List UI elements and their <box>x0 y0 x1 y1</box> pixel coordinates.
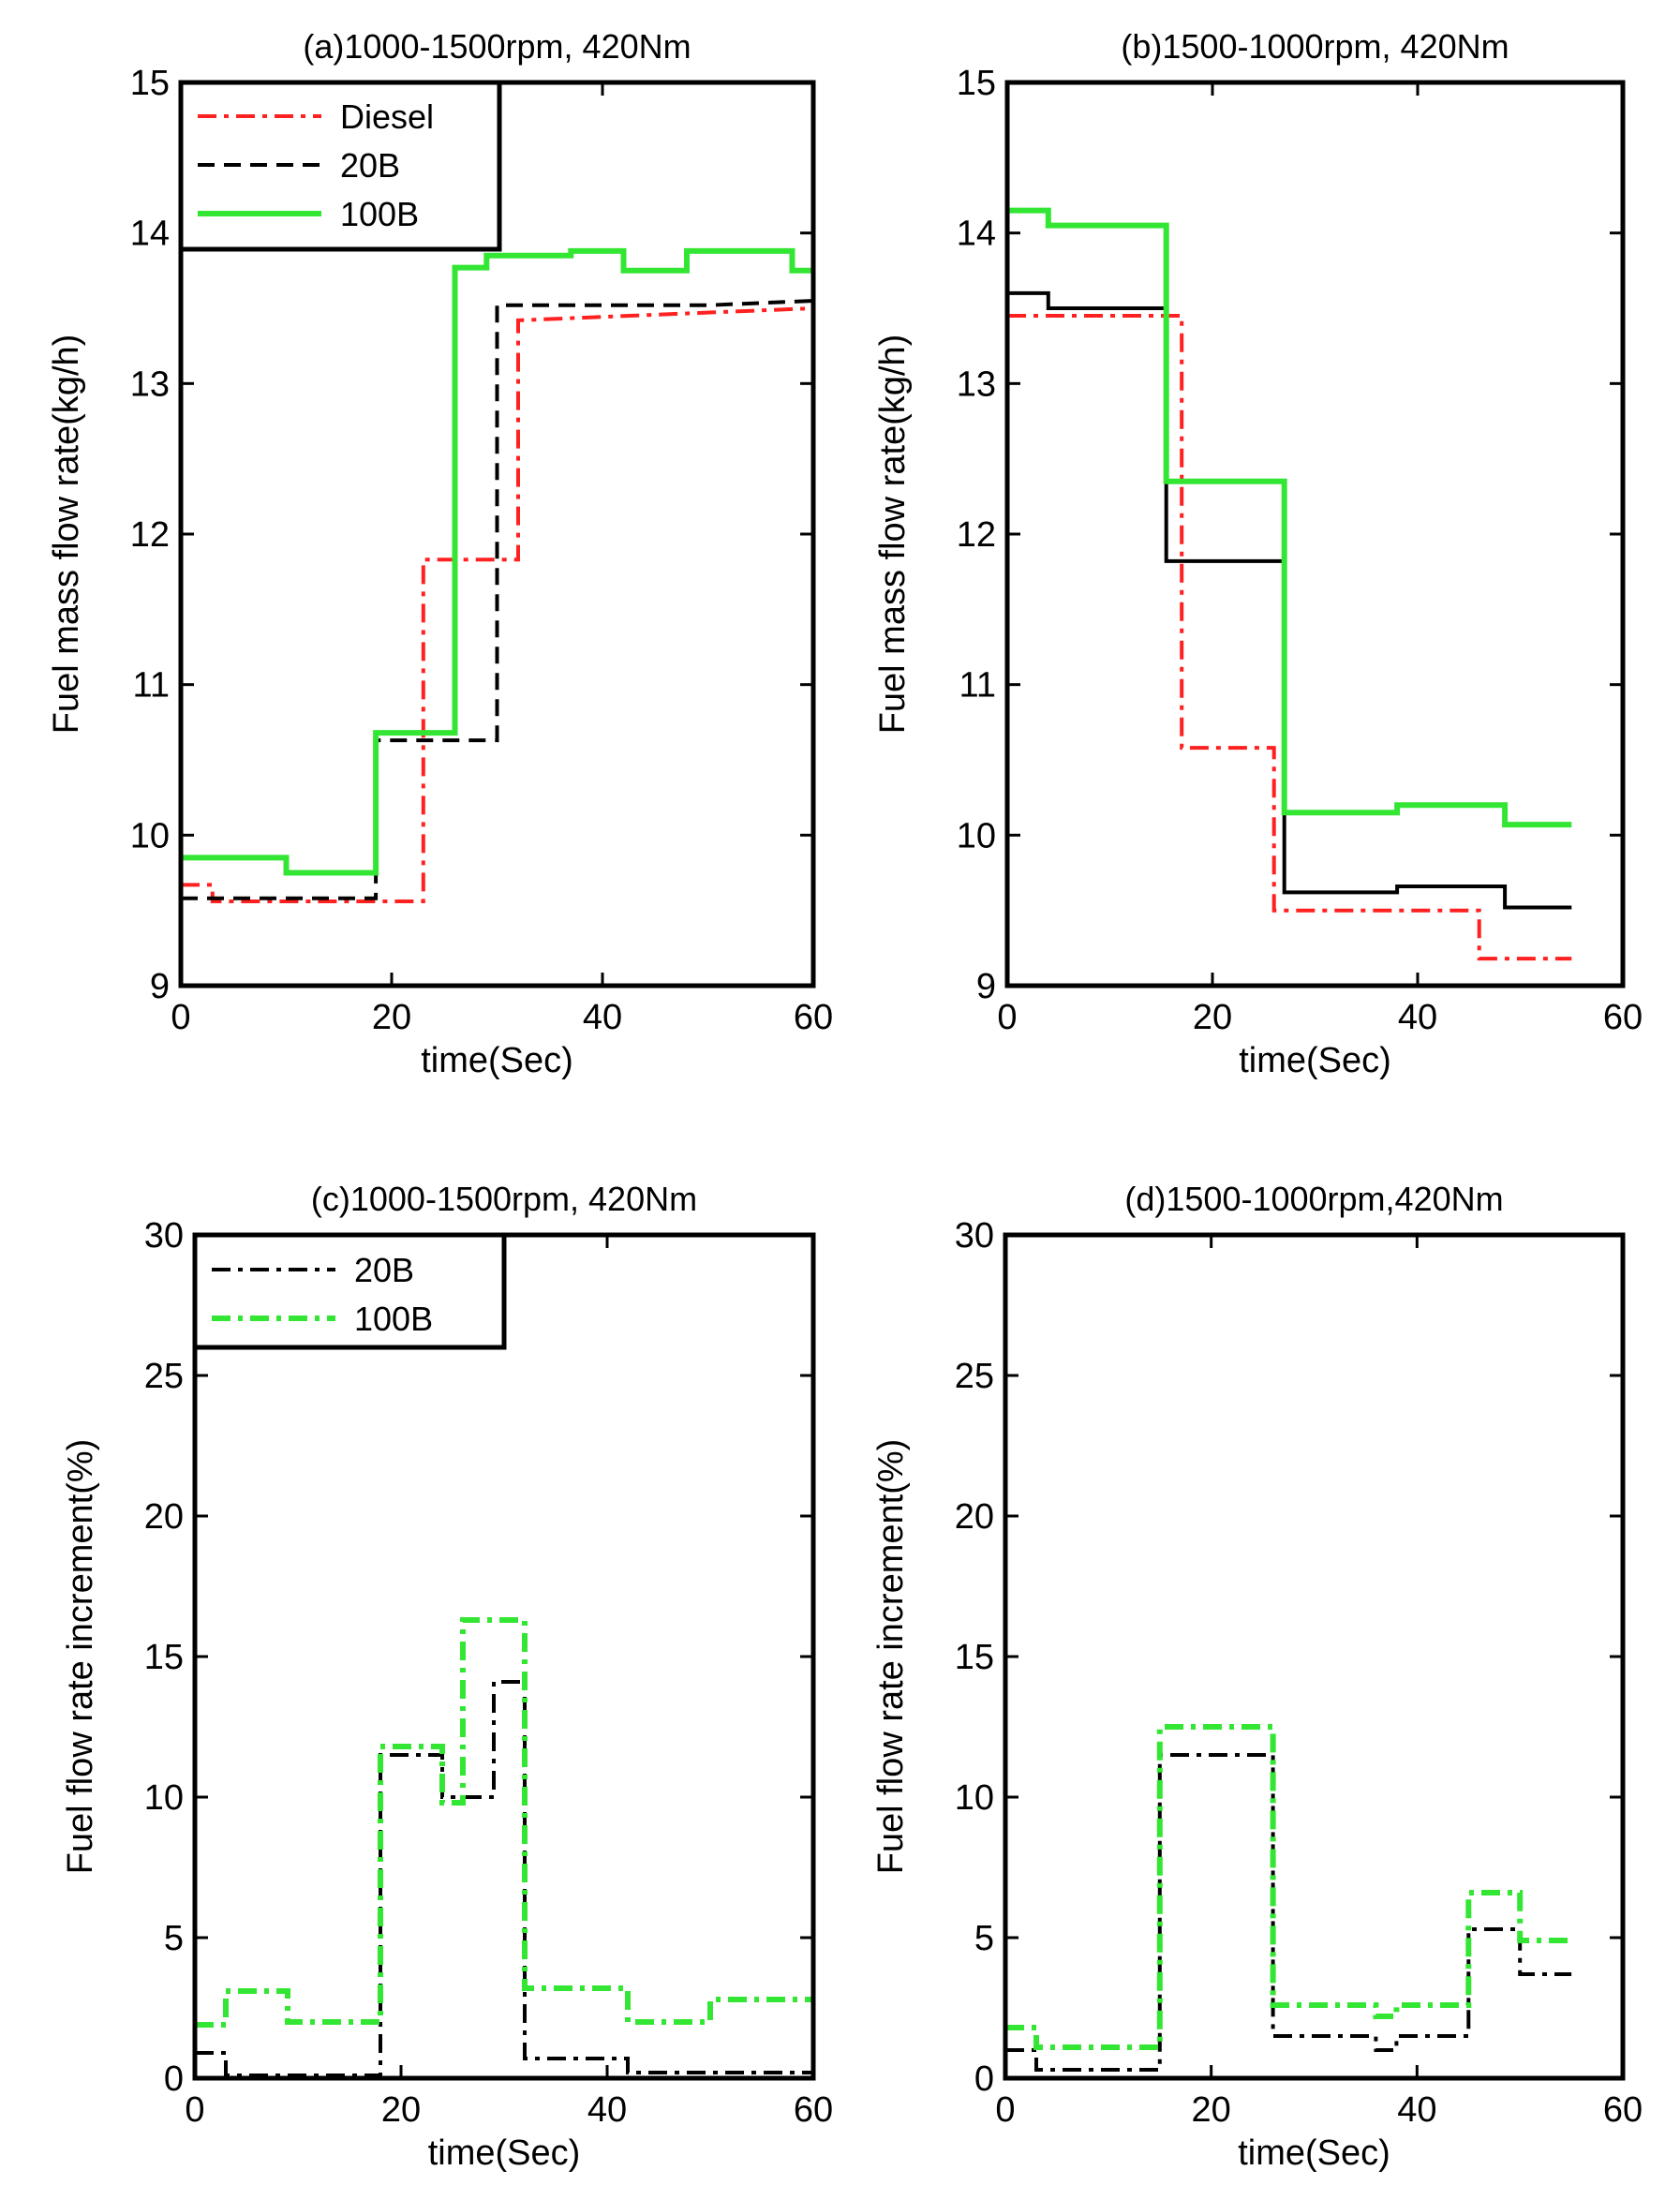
x-axis-label-b: time(Sec) <box>1239 1041 1391 1080</box>
chart-title-b: (b)1500-1000rpm, 420Nm <box>1121 27 1509 66</box>
y-tick-label: 5 <box>974 1919 994 1958</box>
y-tick-label: 0 <box>164 2059 184 2099</box>
y-tick-label: 12 <box>130 515 170 555</box>
axes-frame-b <box>1004 80 1626 989</box>
x-tick-label: 40 <box>1398 998 1437 1037</box>
y-tick-label: 11 <box>133 666 170 706</box>
legend-a: Diesel 20B 100B <box>178 80 502 252</box>
series-line-c-100b <box>195 1617 813 2028</box>
y-axis-label-a: Fuel mass flow rate(kg/h) <box>47 334 86 735</box>
panel-b: (b)1500-1000rpm, 420Nm 0 20 40 60 9 10 11 12 13 14… <box>873 27 1643 1080</box>
chart-title-c: (c)1000-1500rpm, 420Nm <box>311 1180 697 1218</box>
x-tick-label: 40 <box>1397 2090 1436 2130</box>
y-tick-label: 15 <box>130 64 170 103</box>
legend-label-diesel: Diesel <box>340 97 434 136</box>
x-tick-label: 60 <box>794 2090 833 2130</box>
series-line-a-20b <box>181 299 813 900</box>
y-tick-label: 13 <box>130 364 170 404</box>
axes-frame-d <box>1003 1232 1626 2081</box>
y-tick-label: 14 <box>130 215 170 254</box>
legend-label-100b: 100B <box>354 1300 433 1338</box>
x-tick-label: 20 <box>1192 2090 1231 2130</box>
y-tick-label: 20 <box>955 1497 994 1537</box>
y-tick-label: 13 <box>957 364 996 404</box>
x-tick-label: 60 <box>794 998 833 1037</box>
series-line-b-diesel <box>1007 314 1572 961</box>
legend-box <box>192 1232 507 1350</box>
y-tick-label: 10 <box>957 816 996 855</box>
panel-a: (a)1000-1500rpm, 420Nm 0 20 40 60 9 10 11 12 13 14… <box>47 27 833 1080</box>
x-axis-label-c: time(Sec) <box>428 2133 581 2173</box>
y-axis-label-d: Fuel flow rate increment(%) <box>871 1439 911 1875</box>
series-line-d-100b <box>1005 1724 1572 2050</box>
legend-label-20b: 20B <box>340 146 400 185</box>
x-tick-label: 0 <box>185 2090 204 2130</box>
y-tick-label: 10 <box>955 1778 994 1818</box>
legend-label-100b: 100B <box>340 195 419 233</box>
axes-frame-c <box>192 1232 816 2081</box>
y-tick-label: 25 <box>955 1357 994 1396</box>
legend-c: 20B 100B <box>192 1232 507 1350</box>
y-tick-label: 12 <box>957 515 996 555</box>
y-tick-label: 20 <box>144 1497 184 1537</box>
y-tick-label: 14 <box>957 215 996 254</box>
x-tick-label: 40 <box>583 998 622 1037</box>
panel-c: (c)1000-1500rpm, 420Nm 0 20 40 60 0 5 10 15 20 25 3… <box>61 1180 833 2173</box>
x-tick-label: 60 <box>1603 2090 1643 2130</box>
legend-label-20b: 20B <box>354 1251 414 1289</box>
y-axis-label-b: Fuel mass flow rate(kg/h) <box>873 334 913 735</box>
y-tick-label: 10 <box>144 1778 184 1818</box>
x-tick-label: 20 <box>372 998 411 1037</box>
y-tick-label: 0 <box>974 2059 994 2099</box>
y-tick-label: 15 <box>955 1638 994 1677</box>
y-tick-label: 9 <box>150 967 170 1006</box>
x-tick-label: 40 <box>587 2090 627 2130</box>
y-tick-label: 15 <box>957 64 996 103</box>
y-tick-label: 5 <box>164 1919 184 1958</box>
panel-d: (d)1500-1000rpm,420Nm 0 20 40 60 0 5 10 15 20 25 30… <box>871 1180 1643 2173</box>
chart-title-d: (d)1500-1000rpm,420Nm <box>1124 1180 1503 1218</box>
y-tick-label: 30 <box>144 1216 184 1256</box>
y-tick-label: 25 <box>144 1357 184 1396</box>
y-tick-label: 11 <box>959 666 996 706</box>
x-tick-label: 20 <box>381 2090 421 2130</box>
y-tick-label: 30 <box>955 1216 994 1256</box>
x-axis-label-a: time(Sec) <box>421 1041 573 1080</box>
x-tick-label: 20 <box>1193 998 1232 1037</box>
y-axis-label-c: Fuel flow rate increment(%) <box>61 1439 100 1875</box>
series-line-c-20b <box>195 1680 813 2077</box>
y-tick-label: 15 <box>144 1638 184 1677</box>
x-axis-label-d: time(Sec) <box>1238 2133 1390 2173</box>
x-tick-label: 0 <box>997 998 1017 1037</box>
y-tick-label: 10 <box>130 816 170 855</box>
series-line-d-20b <box>1005 1753 1572 2072</box>
series-line-a-100b <box>181 247 813 876</box>
chart-title-a: (a)1000-1500rpm, 420Nm <box>303 27 691 66</box>
series-line-b-100b <box>1007 207 1572 828</box>
x-tick-label: 60 <box>1603 998 1643 1037</box>
x-tick-label: 0 <box>171 998 190 1037</box>
x-tick-label: 0 <box>995 2090 1015 2130</box>
y-tick-label: 9 <box>976 967 996 1006</box>
